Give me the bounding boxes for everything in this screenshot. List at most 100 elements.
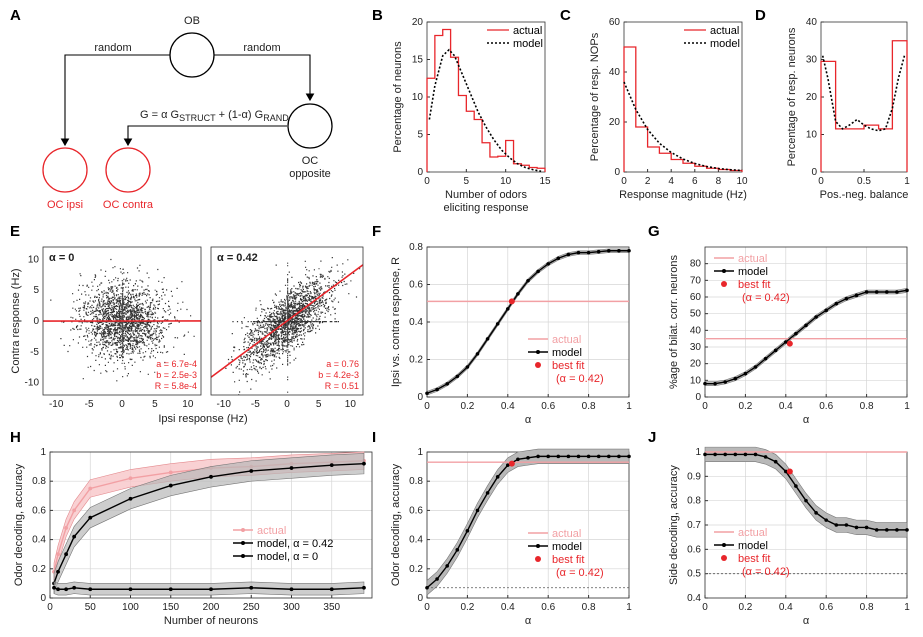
ob-node xyxy=(169,32,215,78)
legend-actual-label: actual xyxy=(513,25,542,37)
model-point xyxy=(834,523,839,527)
series-point xyxy=(72,508,77,513)
legend-bestfit-marker xyxy=(535,556,541,562)
legend-marker xyxy=(241,554,245,558)
x-tick-label: 5 xyxy=(152,399,158,410)
legend-model-label: model xyxy=(710,38,740,50)
oc-ipsi-node xyxy=(42,147,88,193)
y-tick-label: 10 xyxy=(690,375,702,386)
model-point xyxy=(455,548,460,552)
model-point xyxy=(773,348,778,353)
y-tick-label: 10 xyxy=(806,130,818,141)
series-band xyxy=(53,453,365,594)
arrow-to-contra xyxy=(123,125,287,147)
panel-letter-j: J xyxy=(648,429,656,446)
model-point xyxy=(566,454,571,459)
x-axis-label: α xyxy=(525,414,532,426)
model-point xyxy=(465,529,470,533)
y-tick-label: 10 xyxy=(412,92,424,103)
panel-i: 0 0.2 0.4 0.6 0.8 1 0 0.2 0.4 0.6 0.8 1 α Odor decodi… xyxy=(390,447,632,627)
series-point xyxy=(168,470,173,475)
model-point xyxy=(743,371,748,376)
model-point xyxy=(576,454,581,459)
y-tick-label: 0.8 xyxy=(32,476,46,487)
y-tick-label: 40 xyxy=(806,17,818,28)
y-tick-label: 0 xyxy=(417,392,423,403)
y-tick-label: 20 xyxy=(412,17,424,28)
model-point xyxy=(905,288,909,293)
y-tick-label: 0.4 xyxy=(687,593,701,604)
actual-histogram xyxy=(426,28,546,172)
y-tick-label: 60 xyxy=(609,17,621,28)
x-tick-label: -10 xyxy=(49,399,64,410)
random-label-right: random xyxy=(243,42,280,54)
panel-letter-b: B xyxy=(372,7,383,24)
model-point xyxy=(586,454,591,459)
model-curve xyxy=(623,81,743,172)
x-tick-label: 0.5 xyxy=(857,176,871,187)
x-tick-label: 0 xyxy=(424,602,430,613)
series-point xyxy=(289,466,294,470)
oc-opposite-node xyxy=(287,103,333,149)
series-point xyxy=(362,585,366,590)
x-axis-label: eliciting response xyxy=(444,202,529,214)
model-point xyxy=(814,511,818,515)
series-point xyxy=(56,569,60,574)
model-point xyxy=(804,323,808,328)
model-point xyxy=(743,452,748,457)
model-point xyxy=(723,452,727,457)
y-tick-label: 1 xyxy=(417,447,423,458)
series-point xyxy=(209,474,213,479)
model-point xyxy=(526,278,530,283)
model-point xyxy=(703,381,707,386)
oc-ipsi-label: OC ipsi xyxy=(47,199,83,211)
legend-model-marker xyxy=(536,544,540,548)
model-point xyxy=(455,374,460,379)
legend-bestfit-marker xyxy=(721,555,727,561)
model-point xyxy=(546,454,550,459)
series-point xyxy=(64,587,68,592)
model-point xyxy=(526,456,530,460)
y-tick-label: 0.7 xyxy=(687,520,701,531)
legend-actual-label: actual xyxy=(738,527,767,539)
legend-model-label: model xyxy=(513,38,543,50)
x-tick-label: 1 xyxy=(626,602,632,613)
model-point xyxy=(607,454,611,459)
legend-label: actual xyxy=(257,525,286,537)
model-point xyxy=(905,528,909,532)
series-band xyxy=(53,581,365,596)
model-point xyxy=(516,292,520,296)
ob-label: OB xyxy=(184,15,200,27)
panel-letter-h: H xyxy=(10,429,21,446)
x-axis-label: Number of odors xyxy=(445,189,527,201)
x-tick-label: 50 xyxy=(85,602,97,613)
panel-letter-d: D xyxy=(755,7,766,24)
x-tick-label: 0.2 xyxy=(460,401,474,412)
x-tick-label: 0 xyxy=(702,602,708,613)
x-tick-label: 0 xyxy=(284,399,290,410)
panel-h: 0 50 100 150 200 250 300 350 0 0.2 0.4 0.6 0.8 1 Numbe… xyxy=(13,447,373,627)
legend-marker xyxy=(241,541,245,545)
x-tick-label: 0 xyxy=(818,176,824,187)
y-tick-label: 1 xyxy=(40,447,46,458)
best-fit-point xyxy=(786,468,793,475)
fit-line xyxy=(211,264,363,378)
model-point xyxy=(617,248,621,253)
x-tick-label: 10 xyxy=(182,399,194,410)
y-tick-label: 0.8 xyxy=(409,242,423,253)
x-tick-label: 1 xyxy=(626,401,632,412)
series-point xyxy=(289,587,294,592)
random-label-left: random xyxy=(94,42,131,54)
series-point xyxy=(168,587,173,592)
legend-actual-label: actual xyxy=(738,253,767,265)
series-point xyxy=(128,587,133,592)
y-tick-label: 0.2 xyxy=(32,564,46,575)
model-point xyxy=(824,518,828,522)
model-point xyxy=(854,525,859,530)
model-point xyxy=(495,322,500,326)
model-point xyxy=(495,475,500,479)
y-axis-label: Side decoding, accuracy xyxy=(668,465,680,585)
y-tick-label: 70 xyxy=(690,275,702,286)
y-axis-label: Percentage of neurons xyxy=(392,41,404,153)
